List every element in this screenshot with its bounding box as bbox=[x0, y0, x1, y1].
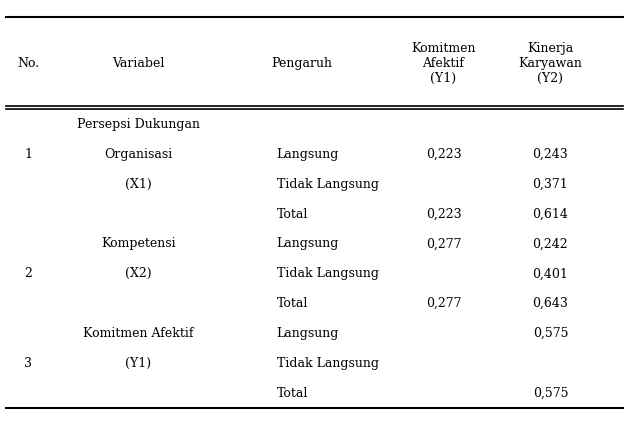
Text: Variabel: Variabel bbox=[112, 57, 165, 69]
Text: Pengaruh: Pengaruh bbox=[272, 57, 332, 69]
Text: 1: 1 bbox=[25, 148, 32, 161]
Text: No.: No. bbox=[17, 57, 40, 69]
Text: Langsung: Langsung bbox=[277, 237, 339, 250]
Text: Total: Total bbox=[277, 208, 308, 221]
Text: 3: 3 bbox=[25, 357, 32, 370]
Text: 0,243: 0,243 bbox=[533, 148, 568, 161]
Text: 0,614: 0,614 bbox=[532, 208, 569, 221]
Text: Total: Total bbox=[277, 297, 308, 310]
Text: 0,242: 0,242 bbox=[533, 237, 568, 250]
Text: Tidak Langsung: Tidak Langsung bbox=[277, 357, 379, 370]
Text: 0,401: 0,401 bbox=[532, 267, 569, 280]
Text: 0,575: 0,575 bbox=[533, 387, 568, 400]
Text: Tidak Langsung: Tidak Langsung bbox=[277, 178, 379, 191]
Text: Tidak Langsung: Tidak Langsung bbox=[277, 267, 379, 280]
Text: Kinerja
Karyawan
(Y2): Kinerja Karyawan (Y2) bbox=[518, 42, 582, 85]
Text: (X1): (X1) bbox=[125, 178, 152, 191]
Text: 0,223: 0,223 bbox=[426, 208, 461, 221]
Text: 0,277: 0,277 bbox=[426, 297, 461, 310]
Text: 0,371: 0,371 bbox=[533, 178, 568, 191]
Text: Langsung: Langsung bbox=[277, 327, 339, 340]
Text: Persepsi Dukungan: Persepsi Dukungan bbox=[77, 118, 200, 131]
Text: 0,575: 0,575 bbox=[533, 327, 568, 340]
Text: 0,223: 0,223 bbox=[426, 148, 461, 161]
Text: 0,277: 0,277 bbox=[426, 237, 461, 250]
Text: (Y1): (Y1) bbox=[125, 357, 152, 370]
Text: Komitmen Afektif: Komitmen Afektif bbox=[83, 327, 194, 340]
Text: Langsung: Langsung bbox=[277, 148, 339, 161]
Text: 0,643: 0,643 bbox=[532, 297, 569, 310]
Text: 2: 2 bbox=[25, 267, 32, 280]
Text: (X2): (X2) bbox=[125, 267, 152, 280]
Text: Kompetensi: Kompetensi bbox=[101, 237, 175, 250]
Text: Komitmen
Afektif
(Y1): Komitmen Afektif (Y1) bbox=[411, 42, 476, 85]
Text: Total: Total bbox=[277, 387, 308, 400]
Text: Organisasi: Organisasi bbox=[104, 148, 172, 161]
